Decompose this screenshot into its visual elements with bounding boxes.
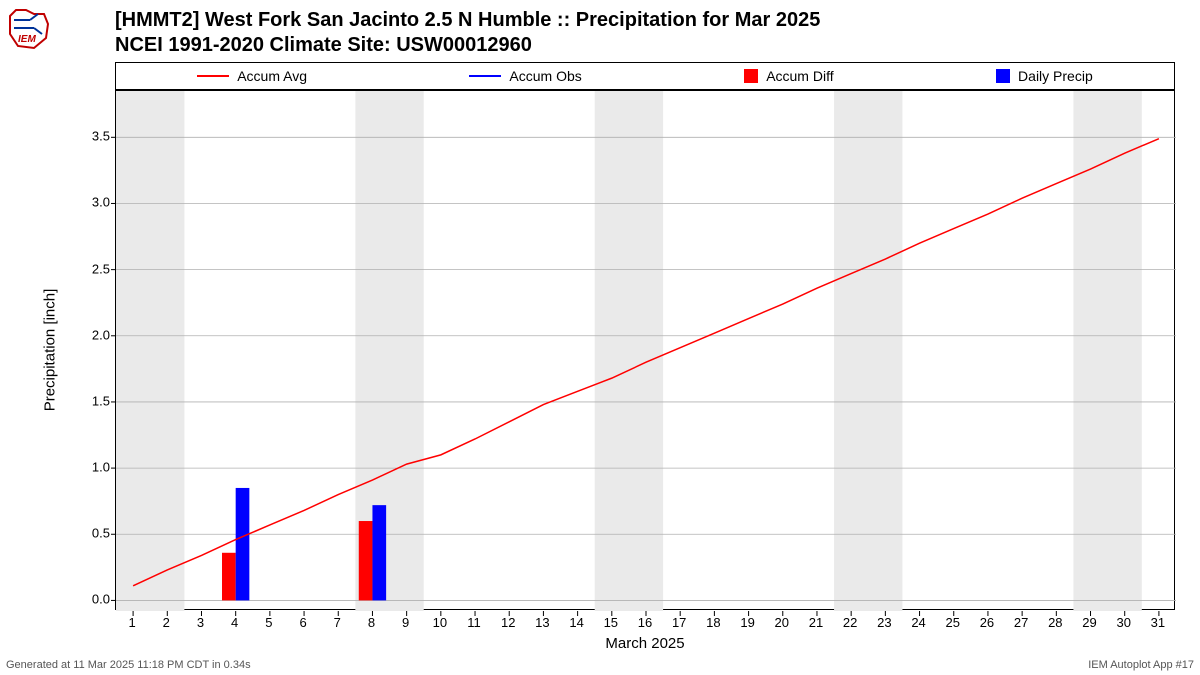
y-tick-label: 0.5: [70, 526, 110, 541]
title-line1: [HMMT2] West Fork San Jacinto 2.5 N Humb…: [115, 8, 820, 33]
x-tick-label: 26: [980, 615, 994, 630]
legend-label: Accum Avg: [237, 68, 307, 84]
x-tick-label: 8: [368, 615, 375, 630]
legend-item: Accum Obs: [469, 68, 581, 84]
x-tick-label: 22: [843, 615, 857, 630]
title-line2: NCEI 1991-2020 Climate Site: USW00012960: [115, 33, 820, 58]
x-tick-label: 12: [501, 615, 515, 630]
x-tick-label: 31: [1151, 615, 1165, 630]
x-tick-label: 11: [467, 615, 481, 630]
x-tick-label: 23: [877, 615, 891, 630]
legend-item: Accum Avg: [197, 68, 307, 84]
legend: Accum Avg Accum Obs Accum Diff Daily Pre…: [115, 62, 1175, 90]
footer-generated: Generated at 11 Mar 2025 11:18 PM CDT in…: [6, 659, 251, 671]
x-tick-label: 10: [433, 615, 447, 630]
legend-item: Accum Diff: [744, 68, 833, 84]
svg-text:IEM: IEM: [18, 34, 36, 45]
x-tick-label: 17: [672, 615, 686, 630]
footer-app: IEM Autoplot App #17: [1088, 659, 1194, 671]
legend-item: Daily Precip: [996, 68, 1093, 84]
plot-svg: [116, 91, 1176, 611]
x-tick-label: 19: [740, 615, 754, 630]
x-tick-label: 1: [128, 615, 135, 630]
x-tick-label: 15: [604, 615, 618, 630]
x-tick-label: 20: [775, 615, 789, 630]
x-axis-label: March 2025: [605, 635, 684, 652]
x-tick-label: 5: [265, 615, 272, 630]
x-tick-label: 3: [197, 615, 204, 630]
x-tick-label: 27: [1014, 615, 1028, 630]
x-tick-label: 30: [1116, 615, 1130, 630]
x-tick-label: 9: [402, 615, 409, 630]
y-tick-label: 2.0: [70, 327, 110, 342]
legend-swatch-line: [469, 75, 501, 77]
x-tick-label: 24: [911, 615, 925, 630]
x-tick-label: 14: [569, 615, 583, 630]
iem-logo: IEM: [4, 4, 52, 52]
legend-swatch-box: [744, 69, 758, 83]
x-tick-label: 6: [299, 615, 306, 630]
y-tick-label: 1.5: [70, 393, 110, 408]
y-tick-label: 2.5: [70, 261, 110, 276]
x-tick-label: 29: [1082, 615, 1096, 630]
x-tick-label: 7: [334, 615, 341, 630]
chart-title: [HMMT2] West Fork San Jacinto 2.5 N Humb…: [115, 8, 820, 58]
y-tick-label: 0.0: [70, 592, 110, 607]
x-tick-label: 25: [946, 615, 960, 630]
y-tick-label: 1.0: [70, 460, 110, 475]
x-tick-label: 21: [809, 615, 823, 630]
legend-label: Daily Precip: [1018, 68, 1093, 84]
plot-area: [115, 90, 1175, 610]
legend-swatch-line: [197, 75, 229, 77]
legend-swatch-box: [996, 69, 1010, 83]
x-tick-label: 18: [706, 615, 720, 630]
x-tick-label: 13: [535, 615, 549, 630]
y-tick-label: 3.5: [70, 129, 110, 144]
x-tick-label: 4: [231, 615, 238, 630]
legend-label: Accum Diff: [766, 68, 833, 84]
x-tick-label: 16: [638, 615, 652, 630]
y-tick-label: 3.0: [70, 195, 110, 210]
x-tick-label: 28: [1048, 615, 1062, 630]
x-tick-label: 2: [163, 615, 170, 630]
y-axis-label: Precipitation [inch]: [42, 289, 59, 412]
legend-label: Accum Obs: [509, 68, 581, 84]
